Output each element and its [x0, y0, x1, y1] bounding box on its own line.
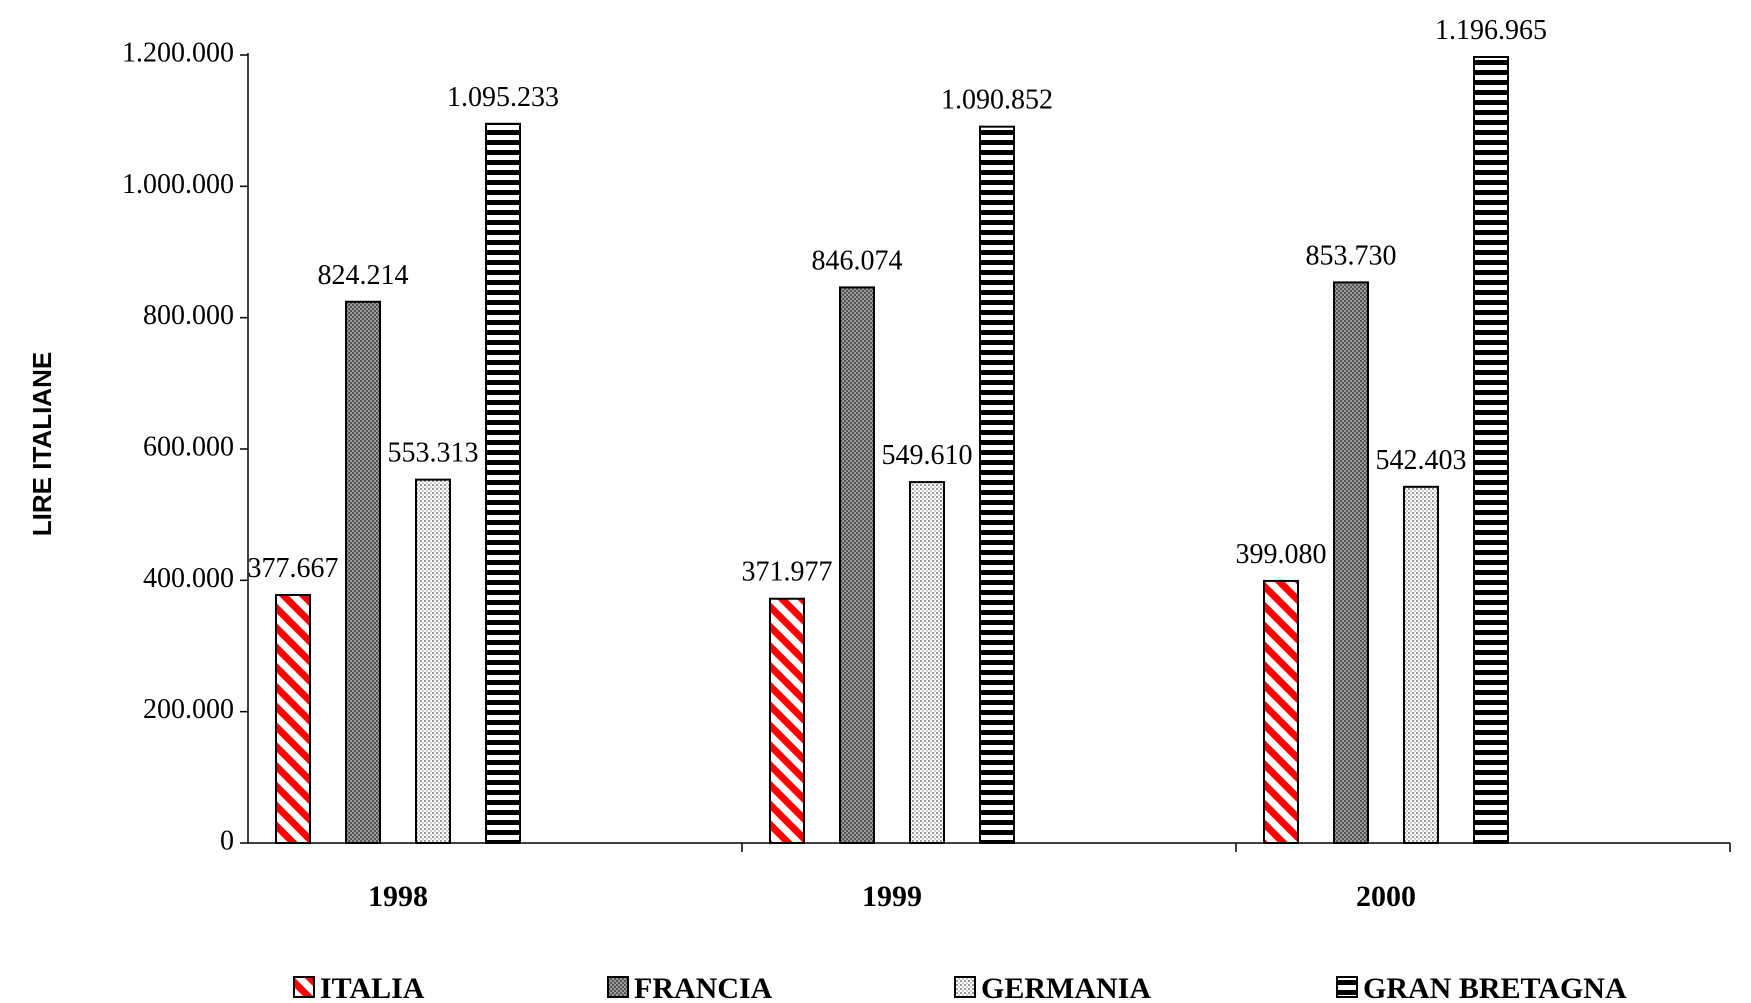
bars: [275, 55, 1509, 845]
bar-francia-1999: [839, 286, 875, 845]
data-labels: 377.667 824.214 553.313 1.095.233 371.977 846…: [248, 15, 1548, 588]
y-tick-label: 400.000: [143, 563, 234, 594]
y-tick-label: 1.000.000: [122, 169, 234, 200]
legend-swatch-germania: [954, 976, 976, 998]
bar-gran-bretagna-2000: [1473, 55, 1509, 845]
y-tick-label: 200.000: [143, 694, 234, 725]
bar-gran-bretagna-1999: [979, 125, 1015, 845]
y-tick-label: 600.000: [143, 431, 234, 462]
bar-italia-2000: [1263, 579, 1299, 844]
x-category-label: 2000: [1356, 880, 1416, 913]
y-tick-label: 800.000: [143, 300, 234, 331]
data-label: 1.090.852: [941, 85, 1053, 116]
bar-germania-1998: [415, 478, 451, 844]
bar-gran-bretagna-1998: [485, 122, 521, 844]
legend-label: GRAN BRETAGNA: [1363, 972, 1627, 1003]
bar-francia-1998: [345, 300, 381, 845]
data-label: 549.610: [882, 440, 973, 471]
y-tick-label: 1.200.000: [122, 37, 234, 68]
data-label: 853.730: [1306, 240, 1397, 271]
legend-swatch-gran-bretagna: [1336, 976, 1358, 998]
x-category-label: 1998: [368, 880, 428, 913]
data-label: 542.403: [1376, 445, 1467, 476]
data-label: 399.080: [1236, 539, 1327, 570]
data-label: 846.074: [812, 245, 903, 276]
x-category-label: 1999: [862, 880, 922, 913]
data-label: 1.095.233: [447, 82, 559, 113]
data-label: 553.313: [388, 438, 479, 469]
legend-label: FRANCIA: [634, 972, 773, 1003]
data-label: 377.667: [248, 553, 339, 584]
bar-germania-1999: [909, 481, 945, 844]
legend-swatch-francia: [607, 976, 629, 998]
legend-swatch-italia: [293, 976, 315, 998]
bar-italia-1999: [769, 597, 805, 844]
data-label: 1.196.965: [1435, 15, 1547, 46]
legend-label: GERMANIA: [981, 972, 1151, 1003]
bar-germania-2000: [1403, 485, 1439, 844]
axes: 0 200.000 400.000 600.000 800.000 1.000.000 1.…: [122, 37, 1731, 856]
bar-italia-1998: [275, 593, 311, 844]
y-tick-label: 0: [220, 825, 234, 856]
y-axis-label: LIRE ITALIANE: [27, 352, 57, 536]
category-labels: 1998 1999 2000: [368, 880, 1416, 913]
data-label: 371.977: [742, 557, 833, 588]
legend: ITALIA FRANCIA GERMANIA GRAN BRETAGNA: [293, 972, 1627, 1003]
legend-label: ITALIA: [320, 972, 425, 1003]
bar-francia-2000: [1333, 281, 1369, 844]
data-label: 824.214: [318, 260, 409, 291]
